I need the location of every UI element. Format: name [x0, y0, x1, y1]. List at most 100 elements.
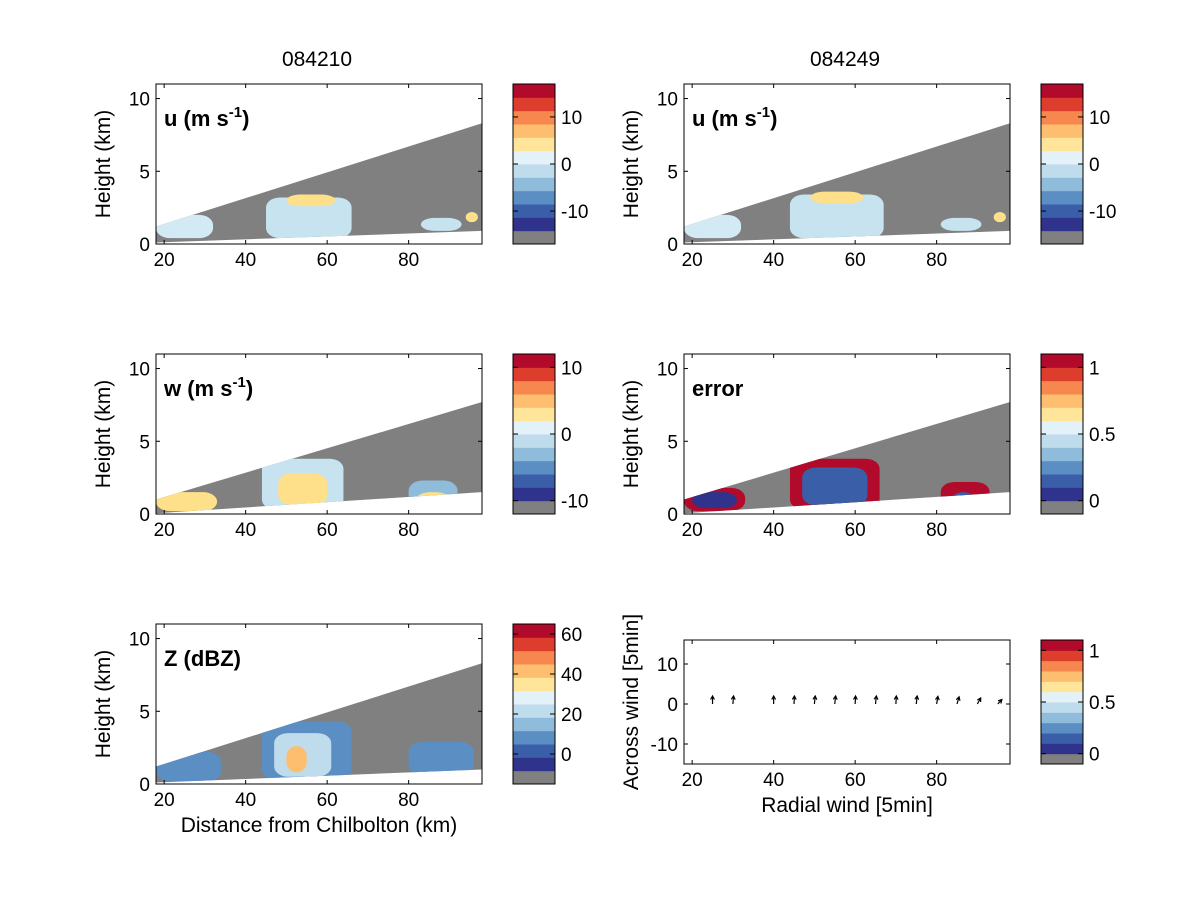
- x-axis-label: Distance from Chilbolton (km): [181, 814, 458, 837]
- axis-frame: [683, 83, 1011, 245]
- colorbar-tick-label: 1: [1089, 358, 1100, 379]
- field-blob: [789, 194, 884, 239]
- colorbar-swatch: [1041, 110, 1083, 125]
- y-tick-label: 5: [667, 432, 678, 453]
- x-tick-label: 40: [763, 770, 784, 791]
- wind-arrowhead: [730, 694, 736, 700]
- colorbar-swatch: [513, 434, 555, 448]
- x-axis-label: Radial wind [5min]: [761, 794, 933, 817]
- colorbar-swatch: [513, 690, 555, 705]
- colorbar-swatch: [513, 650, 555, 665]
- wind-arrow: [834, 695, 837, 705]
- axis-frame: [155, 353, 483, 515]
- colorbar-tick-label: 20: [561, 705, 582, 726]
- colorbar-swatch: [1041, 460, 1083, 475]
- colorbar-swatch: [513, 460, 555, 475]
- colorbar-swatch: [513, 637, 555, 652]
- colorbar-swatch: [1041, 753, 1083, 765]
- field-blob: [286, 194, 336, 207]
- wind-arrowhead: [997, 698, 1003, 704]
- colorbar-swatch: [1041, 712, 1083, 724]
- colorbar-swatch: [513, 354, 555, 368]
- colorbar-swatch: [513, 664, 555, 678]
- y-axis-label: Height (km): [620, 380, 643, 489]
- field-blob: [156, 752, 222, 782]
- wind-arrowhead: [710, 694, 715, 700]
- axis-frame: [155, 623, 483, 785]
- colorbar-swatch: [1041, 420, 1083, 435]
- colorbar: 10 0 -10: [512, 353, 588, 515]
- y-axis-label: Height (km): [92, 380, 115, 489]
- colorbar-swatch: [1041, 407, 1083, 422]
- panel-w: 20 40 60 80 0 5 10 Height (km) w (m s-1) 10 0 -10: [92, 353, 588, 541]
- colorbar: 60 40 20 0: [512, 623, 582, 785]
- colorbar-swatch: [513, 394, 555, 408]
- x-tick-label: 80: [398, 520, 419, 541]
- colorbar-swatch: [513, 124, 555, 138]
- x-tick-label: 20: [682, 520, 703, 541]
- colorbar-tick-label: 10: [561, 358, 582, 379]
- colorbar-swatch: [1041, 204, 1083, 218]
- x-tick-label: 40: [235, 250, 256, 271]
- colorbar-swatch: [513, 624, 555, 638]
- colorbar-swatch: [513, 150, 555, 165]
- x-tick-label: 80: [398, 790, 419, 811]
- colorbar-swatch: [513, 757, 555, 772]
- wind-arrowhead: [873, 694, 879, 700]
- colorbar-tick-label: 1: [1089, 641, 1100, 662]
- colorbar-swatch: [513, 204, 555, 218]
- colorbar-swatch: [513, 367, 555, 382]
- field-blob: [684, 214, 742, 239]
- field-blobs: [684, 191, 1006, 239]
- y-tick-label: 0: [667, 695, 678, 716]
- x-tick-label: 20: [682, 770, 703, 791]
- colorbar-swatch: [513, 110, 555, 125]
- x-tick-label: 20: [682, 250, 703, 271]
- x-tick-label: 80: [926, 770, 947, 791]
- colorbar-tick-label: 0: [1089, 155, 1100, 176]
- colorbar-swatch: [513, 230, 555, 245]
- colorbar-tick-label: -10: [561, 202, 588, 223]
- colorbar: 10.50: [1040, 353, 1115, 515]
- y-tick-label: 0: [667, 505, 678, 526]
- colorbar-swatch: [1041, 354, 1083, 368]
- y-tick-label: -10: [651, 735, 678, 756]
- column-title-right: 084249: [810, 48, 880, 71]
- colorbar: 10.50: [1040, 639, 1115, 766]
- field-blobs: [684, 458, 990, 512]
- colorbar-swatch: [513, 97, 555, 112]
- wind-arrowhead: [852, 694, 858, 700]
- wind-arrowhead: [832, 694, 838, 700]
- colorbar-tick-label: 60: [561, 625, 582, 646]
- y-tick-label: 5: [667, 162, 678, 183]
- field-blob: [802, 467, 868, 506]
- wind-arrowhead: [955, 695, 961, 701]
- y-tick-label: 0: [667, 235, 678, 256]
- colorbar-swatch: [1041, 650, 1083, 662]
- x-tick-label: 20: [154, 790, 175, 811]
- colorbar-swatch: [1041, 190, 1083, 205]
- colorbar-tick-label: 0: [561, 745, 572, 766]
- colorbar-swatch: [513, 420, 555, 435]
- colorbar-swatch: [513, 730, 555, 745]
- colorbar-swatch: [513, 217, 555, 232]
- field-blob: [952, 492, 974, 504]
- colorbar-swatch: [1041, 124, 1083, 138]
- y-tick-label: 5: [139, 432, 150, 453]
- field-blobs: [156, 194, 478, 239]
- x-tick-label: 20: [154, 520, 175, 541]
- y-tick-label: 0: [139, 505, 150, 526]
- scan-cone: [156, 402, 482, 514]
- colorbar-swatch: [513, 677, 555, 692]
- colorbar-swatch: [513, 770, 555, 785]
- y-tick-label: 5: [139, 702, 150, 723]
- colorbar-swatch: [513, 447, 555, 462]
- y-tick-label: 10: [129, 630, 150, 651]
- field-blob: [810, 191, 864, 204]
- colorbar-tick-label: 10: [1089, 108, 1110, 129]
- x-tick-label: 80: [926, 250, 947, 271]
- colorbar-tick-label: 0: [1089, 492, 1100, 513]
- colorbar-tick-label: 0: [1089, 745, 1100, 766]
